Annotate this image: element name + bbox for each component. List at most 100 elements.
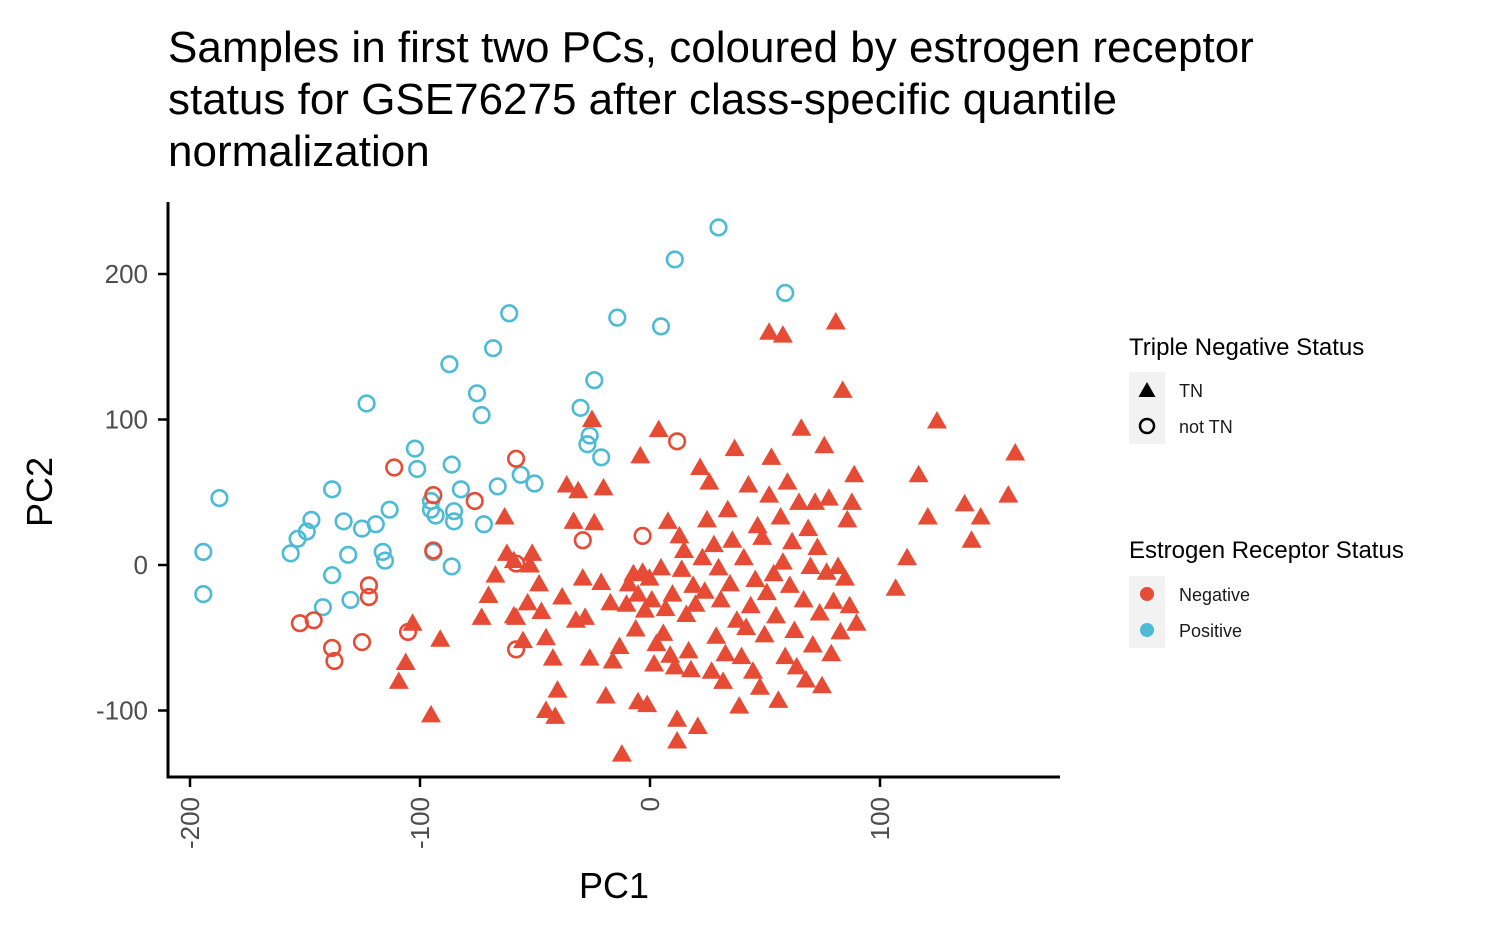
data-point-positive-not-tn bbox=[194, 584, 213, 604]
data-point-positive-not-tn bbox=[651, 317, 671, 336]
data-point-negative-tn bbox=[639, 568, 660, 586]
data-point-negative-tn bbox=[786, 656, 807, 675]
data-point-negative-tn bbox=[503, 605, 524, 624]
data-point-negative-tn bbox=[729, 696, 750, 714]
data-point-positive-not-tn bbox=[571, 398, 590, 417]
data-point-negative-tn bbox=[759, 485, 780, 503]
data-point-negative-tn bbox=[568, 480, 589, 499]
data-point-negative-tn bbox=[563, 511, 584, 529]
data-point-positive-not-tn bbox=[451, 480, 471, 499]
data-point-negative-tn bbox=[701, 661, 722, 679]
triangle-icon bbox=[1138, 382, 1156, 397]
x-axis-title: PC1 bbox=[579, 865, 649, 906]
data-point-negative-tn bbox=[782, 531, 803, 550]
data-point-negative-tn bbox=[1005, 442, 1026, 461]
data-point-negative-not-tn bbox=[506, 449, 526, 468]
data-point-negative-tn bbox=[421, 704, 441, 723]
data-point-negative-tn bbox=[388, 671, 409, 689]
legend-label-positive: Positive bbox=[1179, 621, 1242, 641]
data-point-positive-not-tn bbox=[608, 308, 627, 327]
data-point-negative-not-tn bbox=[359, 576, 379, 595]
data-point-negative-tn bbox=[726, 610, 747, 628]
y-tick-label: 0 bbox=[134, 550, 148, 580]
data-point-negative-tn bbox=[703, 534, 724, 553]
y-tick-label: -100 bbox=[96, 696, 148, 726]
data-point-negative-tn bbox=[671, 559, 692, 577]
data-point-negative-tn bbox=[582, 409, 602, 427]
legend-label-negative: Negative bbox=[1179, 585, 1250, 605]
data-point-positive-not-tn bbox=[341, 590, 360, 610]
data-point-negative-tn bbox=[644, 653, 665, 672]
x-tick-label: -100 bbox=[405, 797, 435, 849]
legend-swatch-positive bbox=[1140, 623, 1154, 637]
data-point-negative-tn bbox=[641, 589, 662, 608]
data-point-negative-tn bbox=[513, 630, 533, 649]
data-point-negative-tn bbox=[710, 589, 731, 608]
data-point-negative-tn bbox=[531, 601, 552, 620]
data-point-negative-tn bbox=[825, 312, 846, 330]
data-point-negative-tn bbox=[579, 648, 600, 666]
x-tick-label: 100 bbox=[865, 797, 895, 840]
data-point-positive-not-tn bbox=[444, 512, 464, 531]
chart-title-line-1: Samples in first two PCs, coloured by es… bbox=[168, 23, 1254, 72]
data-point-negative-tn bbox=[798, 518, 819, 537]
data-point-negative-tn bbox=[897, 547, 918, 566]
data-point-negative-tn bbox=[595, 685, 616, 704]
data-point-negative-tn bbox=[791, 418, 812, 436]
data-point-positive-not-tn bbox=[500, 304, 519, 323]
data-point-positive-not-tn bbox=[444, 502, 464, 521]
data-point-negative-tn bbox=[720, 573, 740, 592]
data-point-positive-not-tn bbox=[339, 545, 358, 564]
data-point-negative-tn bbox=[715, 643, 736, 662]
data-point-negative-tn bbox=[754, 624, 775, 643]
data-point-negative-tn bbox=[685, 594, 706, 612]
data-point-negative-tn bbox=[832, 380, 853, 398]
data-point-negative-tn bbox=[637, 694, 658, 713]
data-point-negative-not-tn bbox=[323, 638, 342, 658]
data-point-positive-not-tn bbox=[281, 544, 300, 563]
data-point-negative-tn bbox=[816, 562, 837, 580]
data-point-negative-tn bbox=[839, 595, 860, 614]
data-point-negative-tn bbox=[593, 477, 614, 496]
data-point-positive-not-tn bbox=[511, 465, 530, 484]
data-point-positive-not-tn bbox=[375, 551, 395, 570]
data-point-negative-tn bbox=[591, 572, 612, 590]
data-point-negative-tn bbox=[655, 598, 676, 617]
data-point-negative-tn bbox=[740, 595, 761, 614]
data-point-negative-tn bbox=[821, 643, 842, 662]
data-point-negative-tn bbox=[772, 325, 793, 343]
legend-swatch-negative bbox=[1140, 587, 1154, 601]
data-point-positive-not-tn bbox=[323, 566, 342, 585]
data-point-negative-tn bbox=[618, 573, 639, 592]
y-tick-label: 100 bbox=[105, 405, 148, 435]
data-point-negative-not-tn bbox=[352, 633, 372, 652]
data-point-negative-tn bbox=[756, 582, 777, 601]
data-point-negative-not-tn bbox=[424, 486, 443, 505]
data-point-negative-tn bbox=[625, 619, 646, 637]
data-point-negative-tn bbox=[402, 613, 423, 631]
data-point-negative-tn bbox=[542, 648, 563, 666]
data-point-negative-tn bbox=[775, 646, 796, 665]
data-point-negative-tn bbox=[970, 506, 991, 525]
data-point-negative-tn bbox=[602, 651, 623, 669]
data-point-negative-tn bbox=[646, 633, 667, 652]
data-point-negative-tn bbox=[556, 474, 577, 493]
data-point-positive-not-tn bbox=[484, 339, 503, 358]
data-point-negative-tn bbox=[674, 540, 694, 558]
data-point-negative-tn bbox=[961, 530, 982, 548]
data-point-positive-not-tn bbox=[210, 488, 229, 508]
data-point-positive-not-tn bbox=[442, 455, 461, 474]
data-point-positive-not-tn bbox=[580, 426, 599, 445]
data-point-positive-not-tn bbox=[408, 459, 427, 479]
chart-title-line-2: status for GSE76275 after class-specific… bbox=[168, 75, 1117, 124]
data-point-negative-tn bbox=[812, 675, 832, 694]
data-point-negative-tn bbox=[547, 680, 568, 698]
data-point-positive-not-tn bbox=[474, 515, 494, 534]
data-point-negative-tn bbox=[800, 556, 821, 574]
data-point-negative-tn bbox=[927, 410, 947, 429]
data-point-negative-tn bbox=[998, 485, 1019, 503]
data-point-positive-not-tn bbox=[366, 515, 385, 534]
data-point-negative-tn bbox=[846, 613, 867, 631]
data-point-negative-tn bbox=[770, 506, 791, 525]
legend-label-tn: TN bbox=[1179, 381, 1203, 401]
